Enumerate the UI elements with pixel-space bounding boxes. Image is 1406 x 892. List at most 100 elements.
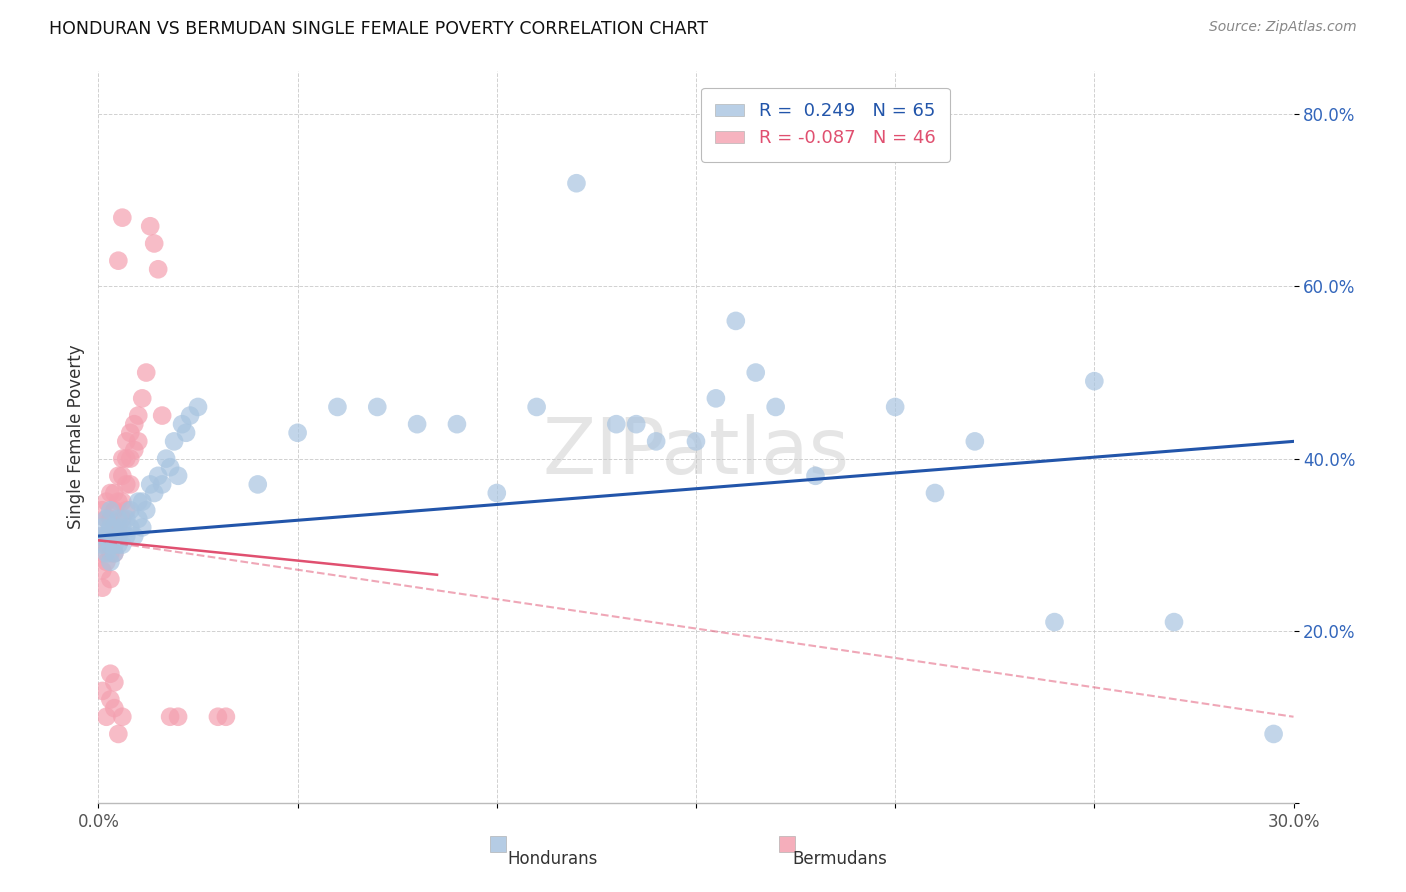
Point [96, 555, 118, 569]
Point [96, 710, 118, 724]
Point [120, 451, 142, 466]
Point [115, 434, 138, 449]
Point [159, 710, 181, 724]
Point [135, 366, 157, 380]
Point [98, 520, 122, 534]
Point [115, 451, 138, 466]
Point [565, 176, 588, 190]
Point [107, 520, 129, 534]
Point [685, 434, 707, 449]
Point [446, 417, 468, 432]
Point [111, 512, 134, 526]
Point [704, 392, 727, 406]
Point [1043, 615, 1066, 629]
Point [135, 503, 157, 517]
Point [103, 538, 125, 552]
Point [724, 314, 747, 328]
Point [167, 710, 190, 724]
Point [107, 512, 129, 526]
Point [124, 442, 146, 457]
Point [287, 425, 309, 440]
Point [174, 425, 197, 440]
Point [1083, 374, 1105, 388]
Point [115, 503, 138, 517]
Text: Hondurans: Hondurans [508, 850, 598, 868]
Point [127, 434, 149, 449]
Point [103, 546, 125, 560]
Point [131, 494, 153, 508]
Point [131, 392, 153, 406]
Point [120, 520, 142, 534]
Point [124, 529, 146, 543]
Point [96, 512, 118, 526]
Point [124, 417, 146, 432]
Point [91, 529, 114, 543]
Point [143, 486, 166, 500]
Point [103, 675, 125, 690]
Point [91, 503, 114, 517]
Point [111, 451, 134, 466]
Point [326, 400, 349, 414]
Point [179, 409, 201, 423]
Point [98, 546, 122, 560]
Point [207, 710, 229, 724]
Point [406, 417, 429, 432]
Point [96, 529, 118, 543]
Point [98, 572, 122, 586]
Point [127, 494, 149, 508]
Point [115, 512, 138, 526]
Point [103, 546, 125, 560]
Point [1263, 727, 1285, 741]
Point [150, 409, 173, 423]
Point [163, 434, 186, 449]
Point [366, 400, 388, 414]
Point [91, 520, 114, 534]
Point [98, 503, 122, 517]
Point [103, 503, 125, 517]
Point [485, 486, 508, 500]
Text: HONDURAN VS BERMUDAN SINGLE FEMALE POVERTY CORRELATION CHART: HONDURAN VS BERMUDAN SINGLE FEMALE POVER… [49, 20, 709, 37]
Point [187, 400, 209, 414]
Point [215, 710, 238, 724]
Point [91, 564, 114, 578]
Point [605, 417, 627, 432]
Point [139, 219, 162, 234]
Point [111, 211, 134, 225]
Point [131, 520, 153, 534]
Text: Source: ZipAtlas.com: Source: ZipAtlas.com [1209, 20, 1357, 34]
Point [98, 692, 122, 706]
Point [107, 727, 129, 741]
Point [127, 512, 149, 526]
Point [127, 409, 149, 423]
Point [167, 468, 190, 483]
Point [159, 460, 181, 475]
Point [626, 417, 648, 432]
Point [884, 400, 907, 414]
Point [148, 468, 170, 483]
Point [98, 512, 122, 526]
Point [96, 538, 118, 552]
Point [120, 477, 142, 491]
Point [148, 262, 170, 277]
Point [111, 710, 134, 724]
Point [96, 546, 118, 560]
Point [155, 451, 177, 466]
Legend: R =  0.249   N = 65, R = -0.087   N = 46: R = 0.249 N = 65, R = -0.087 N = 46 [702, 87, 950, 161]
Point [745, 366, 768, 380]
Y-axis label: Single Female Poverty: Single Female Poverty [66, 345, 84, 529]
Point [103, 701, 125, 715]
Point [111, 520, 134, 534]
Point [96, 494, 118, 508]
Point [115, 529, 138, 543]
Point [91, 529, 114, 543]
Point [103, 520, 125, 534]
Point [107, 538, 129, 552]
Text: ZIPatlas: ZIPatlas [543, 414, 849, 490]
Point [91, 538, 114, 552]
Point [111, 468, 134, 483]
Point [103, 486, 125, 500]
Point [115, 477, 138, 491]
Point [107, 494, 129, 508]
Point [107, 253, 129, 268]
Point [107, 529, 129, 543]
